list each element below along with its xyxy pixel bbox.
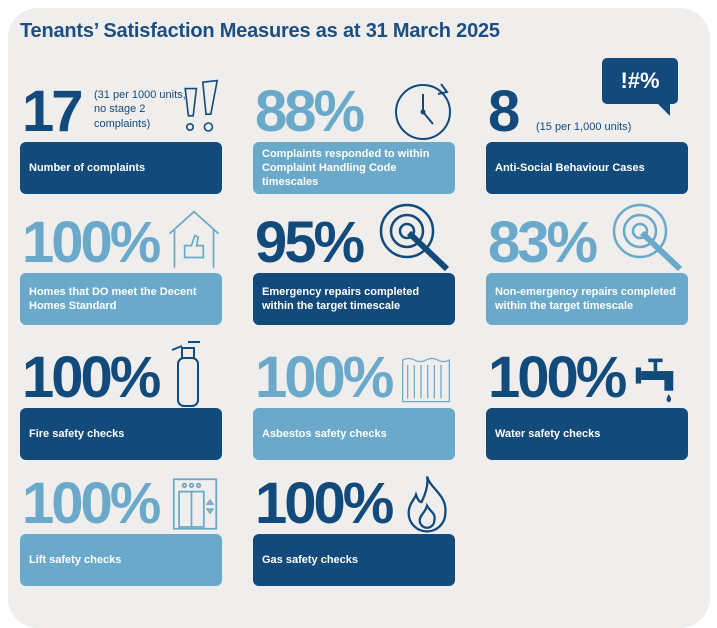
card-label: Non-emergency repairs completed within t…	[486, 273, 688, 325]
tile-asb: 8 (15 per 1,000 units) !#% Anti-Social B…	[486, 58, 688, 194]
asbestos-sheet-icon	[402, 357, 450, 403]
note: (31 per 1000 units, no stage 2 complaint…	[94, 89, 186, 130]
tile-decent-homes: 100% Homes that DO meet the Decent Homes…	[20, 197, 222, 325]
value: 100%	[22, 209, 161, 275]
card-label: Lift safety checks	[20, 534, 222, 586]
card-label: Fire safety checks	[20, 408, 222, 460]
tile-gas-safety: 100% Gas safety checks	[253, 458, 455, 586]
value: 100%	[488, 344, 627, 410]
card-label: Gas safety checks	[253, 534, 455, 586]
value: 17	[22, 78, 83, 144]
value: 83%	[488, 209, 598, 275]
note: (15 per 1,000 units)	[536, 121, 632, 133]
card-label: Anti-Social Behaviour Cases	[486, 142, 688, 194]
speech-bubble-text: !#%	[620, 68, 660, 93]
tile-asbestos-safety: 100% Asbestos safety checks	[253, 332, 455, 460]
value: 88%	[255, 78, 365, 144]
target-icon	[612, 203, 683, 272]
lift-icon	[172, 478, 218, 530]
target-icon	[379, 203, 450, 272]
value: 95%	[255, 209, 365, 275]
tap-icon	[635, 358, 674, 403]
flame-icon	[407, 476, 447, 533]
card-label: Emergency repairs completed within the t…	[253, 273, 455, 325]
value: 100%	[22, 344, 161, 410]
tile-complaints-responded: 88% Complaints responded to within Compl…	[253, 66, 455, 194]
value: 100%	[22, 470, 161, 536]
card-label: Complaints responded to within Complaint…	[253, 142, 455, 194]
page-title: Tenants’ Satisfaction Measures as at 31 …	[20, 20, 500, 42]
tile-water-safety: 100% Water safety checks	[486, 332, 688, 460]
tile-non-emergency-repairs: 83% Non-emergency repairs completed with…	[486, 197, 688, 325]
tile-emergency-repairs: 95% Emergency repairs completed within t…	[253, 197, 455, 325]
speech-bubble-icon: !#%	[602, 58, 678, 116]
value: 100%	[255, 470, 394, 536]
exclamation-marks-icon	[184, 79, 219, 132]
tile-complaints: 17 (31 per 1000 units, no stage 2 compla…	[20, 66, 222, 194]
tile-fire-safety: 100% Fire safety checks	[20, 332, 222, 460]
value: 100%	[255, 344, 394, 410]
card-label: Asbestos safety checks	[253, 408, 455, 460]
card-label: Water safety checks	[486, 408, 688, 460]
value: 8	[488, 78, 520, 144]
clock-icon	[395, 83, 451, 140]
card-label: Homes that DO meet the Decent Homes Stan…	[20, 273, 222, 325]
fire-extinguisher-icon	[171, 341, 200, 407]
card-label: Number of complaints	[20, 142, 222, 194]
tile-lift-safety: 100% Lift safety checks	[20, 458, 222, 586]
house-thumbs-up-icon	[168, 210, 220, 268]
